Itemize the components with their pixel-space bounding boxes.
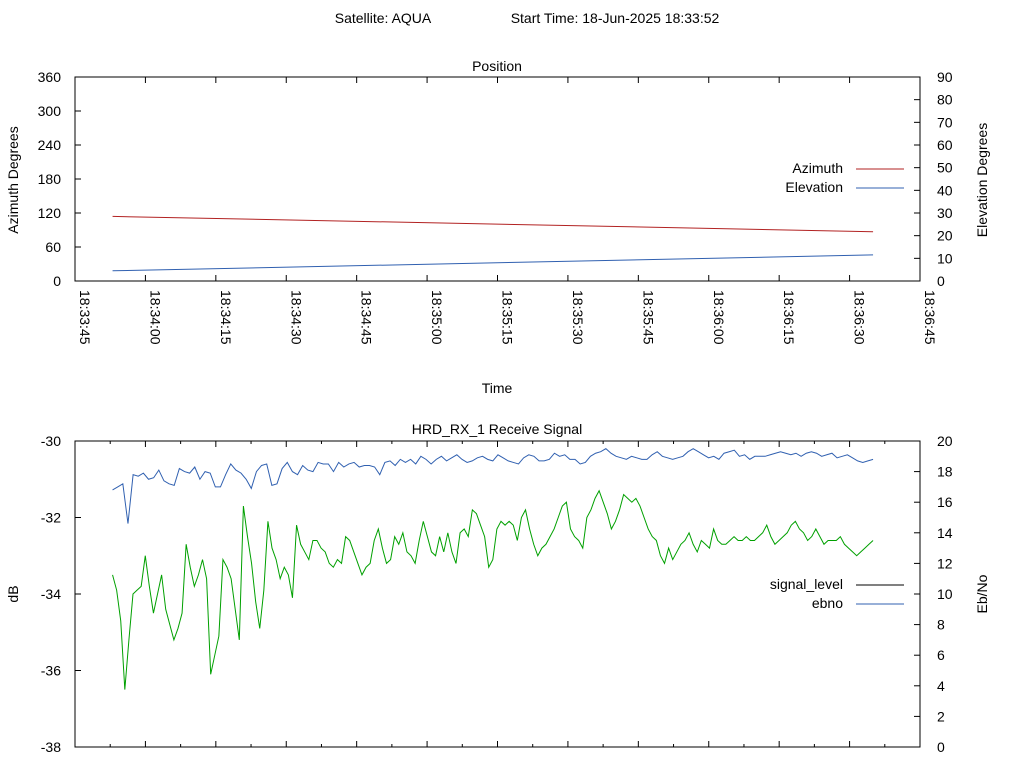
position-y2-tick-label: 40 — [937, 182, 953, 198]
position-y2-tick-label: 30 — [937, 205, 953, 221]
position-x-axis-label: Time — [482, 380, 513, 396]
position-x-tick-label: 18:34:00 — [147, 290, 163, 345]
signal-y2-tick-label: 20 — [937, 433, 953, 449]
position-x-tick-label: 18:36:45 — [922, 290, 938, 345]
signal-chart: HRD_RX_1 Receive Signal -30-32-34-36-38 … — [5, 421, 990, 755]
position-x-tick-label: 18:34:30 — [288, 290, 304, 345]
signal-series — [112, 448, 874, 690]
position-chart: Position 0 60 120 180 240 300 360 0 10 20 30 40 50 6… — [5, 58, 990, 396]
position-x-tick-label: 18:34:45 — [359, 290, 375, 345]
position-y2-tick-label: 80 — [937, 92, 953, 108]
legend-ebno-label: ebno — [812, 595, 843, 611]
position-x-tick-label: 18:36:30 — [852, 290, 868, 345]
position-y-ticks: 0 60 120 180 240 300 360 — [38, 69, 81, 289]
position-y-tick-label: 60 — [45, 239, 61, 255]
position-y2-ticks: 0 10 20 30 40 50 60 70 80 90 — [914, 69, 953, 289]
signal-y-ticks: -30 -32 -34 -36 -38 — [41, 433, 81, 755]
signal-title: HRD_RX_1 Receive Signal — [412, 421, 582, 437]
position-y-tick-label: 300 — [38, 103, 62, 119]
position-x-tick-label: 18:36:00 — [711, 290, 727, 345]
signal-x-ticks — [74, 441, 921, 747]
position-x-tick-label: 18:36:15 — [781, 290, 797, 345]
legend-signal-level-label: signal_level — [770, 576, 843, 592]
signal-y-axis-label: dB — [5, 585, 21, 602]
signal-y-tick-label: -34 — [41, 586, 61, 602]
position-y2-tick-label: 50 — [937, 160, 953, 176]
ebno-line — [112, 448, 874, 524]
position-y2-tick-label: 60 — [937, 137, 953, 153]
position-y-tick-label: 120 — [38, 205, 62, 221]
signal-y2-tick-label: 16 — [937, 494, 953, 510]
position-x-ticks: 18:33:45 18:34:00 18:34:15 18:34:30 18:34:45… — [74, 77, 938, 345]
signal-y2-axis-label: Eb/No — [974, 574, 990, 613]
position-y2-tick-label: 10 — [937, 250, 953, 266]
chart-header-satellite: Satellite: AQUA — [335, 10, 432, 26]
position-y-tick-label: 180 — [38, 171, 62, 187]
signal-plot-frame — [74, 440, 921, 748]
position-y-tick-label: 240 — [38, 137, 62, 153]
chart-header-start-time: Start Time: 18-Jun-2025 18:33:52 — [511, 10, 720, 26]
position-y2-axis-label: Elevation Degrees — [974, 123, 990, 237]
legend-elevation-label: Elevation — [785, 179, 843, 195]
signal-y-tick-label: -36 — [41, 663, 61, 679]
signal-y2-tick-label: 4 — [937, 678, 945, 694]
signal-y2-tick-label: 0 — [937, 739, 945, 755]
position-x-tick-label: 18:35:30 — [570, 290, 586, 345]
position-y2-tick-label: 20 — [937, 228, 953, 244]
position-y-tick-label: 0 — [53, 273, 61, 289]
signal-y2-tick-label: 18 — [937, 464, 953, 480]
position-title: Position — [472, 58, 522, 74]
position-x-tick-label: 18:35:15 — [500, 290, 516, 345]
signal-level-line — [112, 489, 874, 690]
position-legend: Azimuth Elevation — [785, 160, 904, 195]
signal-y2-tick-label: 10 — [937, 586, 953, 602]
elevation-line — [112, 254, 874, 272]
signal-legend: signal_level ebno — [770, 576, 904, 611]
position-x-tick-label: 18:33:45 — [77, 290, 93, 345]
position-series — [112, 215, 874, 272]
position-x-tick-label: 18:35:00 — [429, 290, 445, 345]
signal-y2-tick-label: 6 — [937, 647, 945, 663]
position-y2-tick-label: 90 — [937, 69, 953, 85]
signal-y2-ticks: 0 2 4 6 8 10 12 14 16 18 20 — [914, 433, 953, 755]
position-x-tick-label: 18:34:15 — [218, 290, 234, 345]
signal-y-tick-label: -32 — [41, 510, 61, 526]
signal-y-tick-label: -38 — [41, 739, 61, 755]
signal-y2-tick-label: 8 — [937, 617, 945, 633]
legend-azimuth-label: Azimuth — [792, 160, 843, 176]
azimuth-line — [112, 215, 874, 233]
signal-y2-tick-label: 12 — [937, 555, 953, 571]
position-y2-tick-label: 0 — [937, 273, 945, 289]
signal-y2-tick-label: 2 — [937, 708, 945, 724]
signal-y2-tick-label: 14 — [937, 525, 953, 541]
position-y-tick-label: 360 — [38, 69, 62, 85]
position-x-tick-label: 18:35:45 — [640, 290, 656, 345]
position-y2-tick-label: 70 — [937, 114, 953, 130]
position-y-axis-label: Azimuth Degrees — [5, 126, 21, 233]
signal-y-tick-label: -30 — [41, 433, 61, 449]
